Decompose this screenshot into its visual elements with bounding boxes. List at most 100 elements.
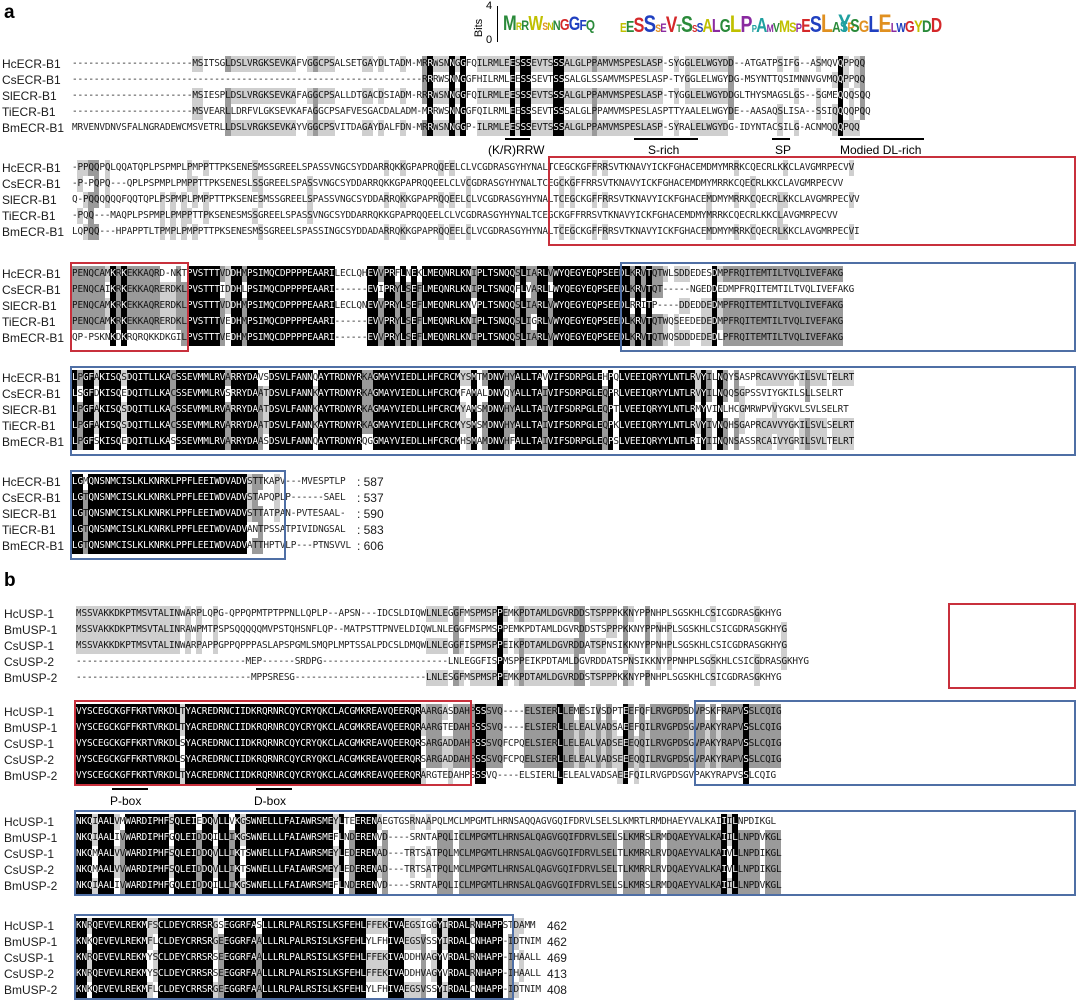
sequence-row: MSSVAKKDKPTMSVTALINWARPLQPG-QPPQPMTPTPPN… bbox=[76, 606, 809, 622]
sequence-name: CsUSP-2 bbox=[4, 753, 55, 767]
sequence-row: NKQIAALVMWARDIPHFSQLEIEDQVLLVKGSWNELLLFA… bbox=[76, 814, 781, 830]
sequence-length: : 606 bbox=[356, 539, 384, 553]
logo-letter: L bbox=[868, 11, 879, 37]
sequence-name: HcUSP-1 bbox=[4, 919, 55, 933]
logo-letter: E bbox=[660, 21, 666, 35]
p-box-annotation: P-box bbox=[110, 794, 142, 808]
logo-letter: L bbox=[821, 10, 833, 38]
logo-letter: R bbox=[515, 21, 522, 33]
logo-letter: L bbox=[711, 16, 721, 36]
logo-letter: S bbox=[839, 19, 848, 36]
sequence-length: : 587 bbox=[356, 475, 384, 489]
sequence-names-block: HcECR-B1 CsECR-B1 SlECR-B1 TiECR-B1 BmECR-B1 bbox=[2, 56, 64, 136]
logo-motif-s-rich: EESSSEVTSSSALGLPPAMVMSPESLASP bbox=[620, 10, 855, 44]
sequence-rows-block: NKQIAALVMWARDIPHFSQLEIEDQVLLVKGSWNELLLFA… bbox=[76, 814, 782, 894]
logo-letter: S bbox=[789, 19, 796, 35]
sequence-name: HcECR-B1 bbox=[2, 57, 61, 71]
sequence-row: KNKQEVEVLREKMFLCLDEYCRRSRGEEGGRFAALLLRLP… bbox=[76, 934, 541, 950]
logo-letter: T bbox=[676, 23, 681, 35]
sequence-name: BmUSP-2 bbox=[4, 671, 58, 685]
logo-letter: E bbox=[625, 19, 634, 36]
sequence-row: VYSCEGCKGFFKRTVRKDLTYACREDRNCIIDKRQRNRCQ… bbox=[76, 768, 781, 784]
logo-letter: G bbox=[559, 17, 570, 34]
sequence-row: LGMQNSNMCISLKLKNRKLPPFLEEIWDVADVSTTKAPV-… bbox=[72, 474, 351, 490]
sequence-name: SlECR-B1 bbox=[2, 507, 57, 521]
sequence-row: LGTQNSNMCISLKLKNRKLPPFLEEIWDVADVANTPSSAT… bbox=[72, 522, 351, 538]
logo-letter: D bbox=[930, 15, 942, 37]
logo-letter: L bbox=[729, 11, 741, 38]
sequence-row: -PPQQPQLQQATQPLPSPMPLPMPPTTPKSENESMSSGRE… bbox=[72, 160, 860, 176]
logo-motif-dl-rich: YSGLELWGYDD bbox=[838, 10, 942, 42]
sequence-name: CsECR-B1 bbox=[2, 387, 61, 401]
d-box-bar bbox=[256, 788, 292, 790]
sequence-name: BmUSP-2 bbox=[4, 769, 58, 783]
sequence-row: LSGFDKISQEDQITLLKACSSEVMMLRVSRRYDAATDSVL… bbox=[72, 386, 854, 402]
sequence-name: CsUSP-1 bbox=[4, 737, 55, 751]
sequence-row: PENQCAIKRKEKKAQRERDKLPVSTTTIDDHLPSIMQCDP… bbox=[72, 282, 854, 298]
logo-letter: S bbox=[696, 20, 704, 35]
sequence-row: ----------------------------------------… bbox=[72, 72, 870, 88]
sequence-name: SlECR-B1 bbox=[2, 299, 57, 313]
sequence-row: VYSCEGCKGFFKRTVRKDLSYACREDRNCIIDKRQRNRCQ… bbox=[76, 752, 782, 768]
sequence-names-block: HcUSP-1 BmUSP-1 CsUSP-1 CsUSP-2 BmUSP-2 bbox=[4, 606, 57, 686]
sequence-name: TiECR-B1 bbox=[2, 105, 56, 119]
logo-letter: N bbox=[552, 17, 561, 33]
sequence-name: CsUSP-2 bbox=[4, 967, 55, 981]
sequence-name: HcECR-B1 bbox=[2, 475, 61, 489]
sequence-name: SlECR-B1 bbox=[2, 403, 57, 417]
sequence-names-block: HcECR-B1 CsECR-B1 SlECR-B1 TiECR-B1 BmECR-B1 bbox=[2, 370, 64, 450]
sequence-name: SlECR-B1 bbox=[2, 193, 57, 207]
sequence-name: BmUSP-1 bbox=[4, 831, 58, 845]
sequence-name: CsUSP-2 bbox=[4, 655, 55, 669]
sequence-length: 408 bbox=[546, 983, 567, 997]
sequence-length: 462 bbox=[546, 935, 567, 949]
logo-axis-label: Bits bbox=[473, 18, 486, 38]
sp-bar bbox=[772, 138, 790, 140]
logo-letter: A bbox=[756, 15, 767, 37]
sequence-names-block: HcECR-B1 CsECR-B1 SlECR-B1 TiECR-B1 BmECR-B1 bbox=[2, 474, 64, 554]
sequence-row: VYSCEGCKGFFKRTVRKDLTYACREDRNCIIDKRQRNRCQ… bbox=[76, 720, 782, 736]
logo-letter: E bbox=[620, 20, 627, 35]
panel-b-label: b bbox=[4, 570, 16, 591]
dl-rich-annotation: Modied DL-rich bbox=[840, 143, 922, 157]
logo-letter: S bbox=[542, 21, 548, 33]
sequence-name: HcECR-B1 bbox=[2, 371, 61, 385]
sequence-length: : 537 bbox=[356, 491, 384, 505]
sequence-rows-block: LPGFAKISQSDQITLLKACSSEVMMLRVARRYDAVSDSVL… bbox=[72, 370, 854, 450]
logo-letter: G bbox=[905, 19, 915, 36]
sequence-row: VYSCEGCKGFFKRTVRKDLTYACREDRNCIIDKRQRNRCQ… bbox=[76, 704, 782, 720]
logo-letter: R bbox=[521, 17, 529, 33]
logo-letter: G bbox=[568, 14, 581, 35]
sequence-name: BmECR-B1 bbox=[2, 435, 65, 449]
sequence-name: CsUSP-1 bbox=[4, 951, 55, 965]
sequence-name: BmUSP-1 bbox=[4, 623, 58, 637]
logo-letter: P bbox=[847, 19, 854, 35]
sequence-rows-block: PENQCAMKRKEKKAQRD-NKTPVSTTTVDDHMPSIMQCDP… bbox=[72, 266, 854, 346]
sequence-row: LQPQQ---HPAPPTLTPMPLPMPPTTPKSENESMSSGREE… bbox=[72, 224, 860, 240]
sequence-row: MRVENVDNVSFALNGRADEWCMSVETRLLDSLVRGKSEVK… bbox=[72, 120, 870, 136]
logo-letter: S bbox=[692, 24, 697, 35]
sequence-rows-block: -PPQQPQLQQATQPLPSPMPLPMPPTTPKSENESMSSGRE… bbox=[72, 160, 860, 240]
sequence-rows-block: ----------------------MSITSGLDSLVRGKSEVK… bbox=[72, 56, 871, 136]
krrw-bar bbox=[505, 138, 530, 140]
sequence-row: LPGFAKISQSDQITLLKACSSEVMMLRVARRYDAVSDSVL… bbox=[72, 370, 854, 386]
logo-letter: S bbox=[633, 14, 645, 37]
logo-letter: L bbox=[890, 20, 897, 35]
sequence-name: SlECR-B1 bbox=[2, 89, 57, 103]
sequence-name: BmUSP-1 bbox=[4, 721, 58, 735]
logo-letter: P bbox=[740, 11, 753, 37]
sequence-row: KNRQEVEVLREKMFSCLDEYCRRSRGSEGGRFASLLLRLP… bbox=[76, 918, 541, 934]
dbd-box-b1 bbox=[948, 603, 1076, 689]
logo-axis-min: 0 bbox=[486, 34, 493, 46]
sequence-name: TiECR-B1 bbox=[2, 523, 56, 537]
s-rich-annotation: S-rich bbox=[648, 143, 680, 157]
sequence-row: --------------------------------MPPSRESG… bbox=[76, 670, 809, 686]
sequence-row: LPGFSKISQEDQITLLKASSSEVMMLRVARRYDAASDSVL… bbox=[72, 434, 854, 450]
sequence-row: ----------------------MSVEARLLDRFVLGKSEV… bbox=[72, 104, 871, 120]
sequence-name: BmECR-B1 bbox=[2, 539, 65, 553]
logo-letter: F bbox=[579, 17, 587, 34]
logo-letter: Y bbox=[913, 17, 923, 36]
sequence-length: : 583 bbox=[356, 523, 384, 537]
logo-letter: V bbox=[665, 12, 677, 37]
logo-letter: G bbox=[719, 16, 731, 36]
